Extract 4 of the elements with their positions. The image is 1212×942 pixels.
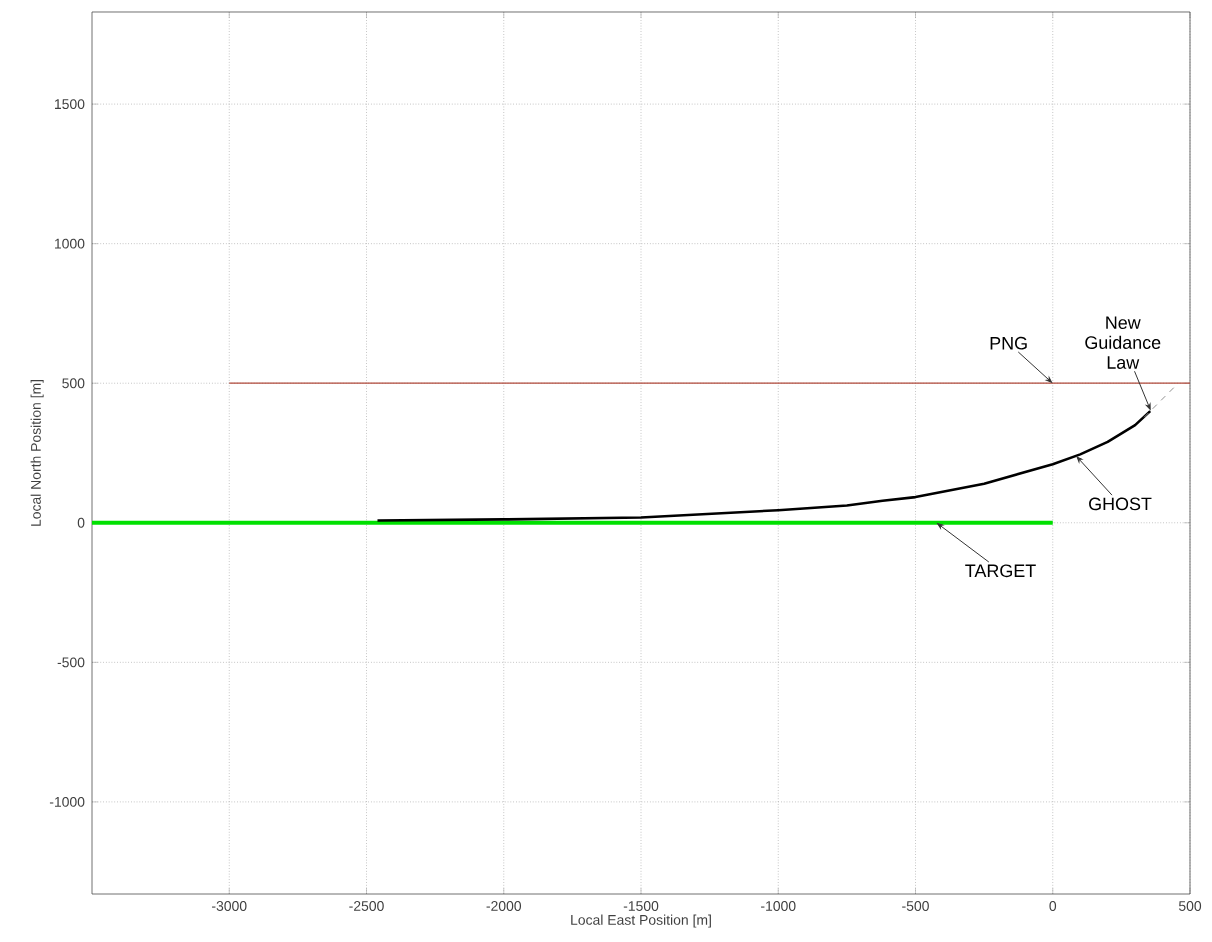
- text: TARGET: [965, 564, 1036, 578]
- series-label: PNG: [990, 336, 1027, 350]
- series-label: New Guidance Law: [1085, 316, 1161, 369]
- text: GHOST: [1089, 497, 1152, 511]
